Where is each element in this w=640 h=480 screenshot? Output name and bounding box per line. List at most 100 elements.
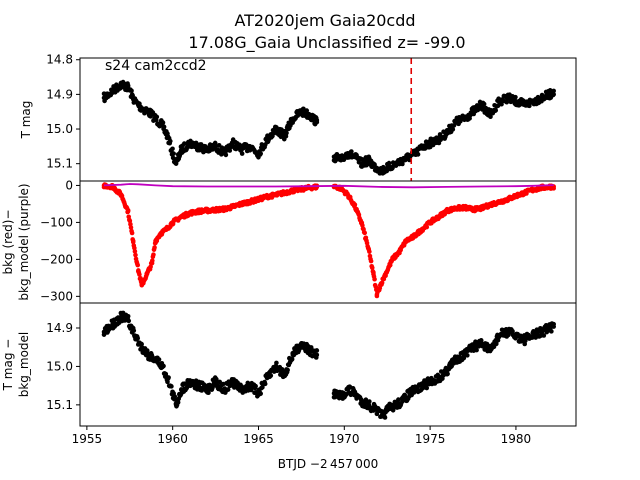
- chart-title-line2: 17.08G_Gaia Unclassified z= -99.0: [188, 33, 465, 53]
- scatter-point: [314, 348, 320, 353]
- panel-top: 14.8 14.9 15.0 15.1 T mag s24 cam2ccd2: [19, 53, 577, 182]
- scatter-point: [253, 383, 258, 389]
- scatter-point: [551, 186, 556, 191]
- scatter-point: [133, 252, 138, 258]
- scatter-point: [367, 249, 372, 254]
- scatter-point: [372, 162, 377, 167]
- scatter-point: [171, 151, 176, 156]
- data-segment-2: [331, 88, 556, 176]
- scatter-point: [160, 120, 166, 125]
- y-axis-label: bkg (red)−: [1, 209, 15, 274]
- scatter-point: [386, 160, 392, 166]
- scatter-point: [131, 328, 137, 333]
- scatter-point: [170, 146, 175, 152]
- panels: 14.8 14.9 15.0 15.1 T mag s24 cam2ccd2 0 −100 −2…: [1, 53, 577, 446]
- scatter-point: [349, 149, 354, 154]
- y-tick-label: −200: [40, 252, 73, 266]
- y-tick-label: −100: [40, 215, 73, 229]
- scatter-point: [445, 371, 450, 377]
- scatter-point: [379, 280, 385, 286]
- scatter-point: [129, 88, 134, 94]
- panel-plot-area: [101, 182, 556, 299]
- y-tick-label: 0: [65, 178, 73, 192]
- scatter-point: [212, 140, 218, 146]
- scatter-point: [387, 262, 393, 268]
- scatter-point: [125, 83, 131, 89]
- scatter-point: [313, 355, 319, 360]
- panel-bottom: 14.9 15.0 15.1 1955 1960 1965 1970 1975 1980 T ma…: [1, 302, 577, 446]
- scatter-point: [364, 162, 369, 168]
- scatter-point: [356, 159, 362, 165]
- y-tick-label: 15.1: [46, 398, 73, 412]
- scatter-point: [415, 152, 421, 157]
- scatter-point: [284, 130, 289, 136]
- scatter-point: [424, 385, 430, 391]
- scatter-point: [372, 276, 377, 282]
- scatter-point: [258, 391, 263, 396]
- scatter-point: [551, 92, 556, 97]
- y-axis-label: bkg_model: [17, 332, 31, 398]
- scatter-point: [362, 230, 368, 236]
- x-axis-label: BTJD −2 457 000: [278, 457, 378, 471]
- scatter-point: [135, 336, 141, 341]
- scatter-point: [481, 101, 487, 107]
- scatter-point: [137, 272, 142, 277]
- panel-annotation: s24 cam2ccd2: [105, 58, 207, 74]
- panel-plot-area: [101, 310, 556, 420]
- scatter-point: [223, 152, 229, 158]
- scatter-point: [130, 239, 136, 245]
- y-axis-label: T mag −: [1, 339, 15, 392]
- scatter-point: [125, 208, 131, 213]
- scatter-point: [384, 168, 390, 174]
- y-tick-label: 14.9: [46, 321, 73, 335]
- scatter-point: [398, 400, 404, 406]
- scatter-point: [440, 376, 445, 381]
- scatter-point: [239, 151, 245, 156]
- scatter-point: [139, 341, 144, 347]
- scatter-point: [488, 114, 493, 120]
- y-tick-label: 15.0: [46, 122, 73, 136]
- scatter-point: [371, 270, 376, 275]
- scatter-point: [154, 114, 160, 120]
- scatter-point: [127, 218, 133, 224]
- scatter-point: [148, 264, 153, 270]
- scatter-point: [169, 384, 174, 389]
- scatter-point: [478, 338, 484, 343]
- scatter-point: [367, 399, 372, 404]
- scatter-point: [424, 224, 430, 230]
- scatter-point: [374, 293, 380, 299]
- scatter-point: [465, 353, 470, 358]
- scatter-point: [499, 101, 504, 107]
- scatter-point: [314, 117, 320, 123]
- scatter-point: [274, 360, 279, 366]
- scatter-point: [132, 249, 138, 254]
- data-segment-2: [331, 321, 556, 420]
- scatter-point: [312, 121, 318, 127]
- scatter-point: [156, 357, 162, 362]
- scatter-point: [369, 265, 375, 271]
- scatter-point: [285, 367, 290, 373]
- y-tick-label: 15.0: [46, 359, 73, 373]
- y-axis-label: bkg_model (purple): [17, 183, 31, 300]
- y-tick-label: −300: [40, 289, 73, 303]
- scatter-point: [227, 148, 233, 153]
- scatter-point: [396, 397, 401, 402]
- x-tick-label: 1955: [72, 432, 103, 446]
- panel-frame: [79, 302, 577, 427]
- scatter-point: [126, 318, 132, 324]
- scatter-point: [219, 152, 224, 157]
- scatter-point: [451, 123, 457, 128]
- scatter-point: [541, 333, 547, 338]
- scatter-point: [390, 407, 396, 413]
- scatter-point: [175, 400, 181, 405]
- scatter-point: [262, 381, 268, 387]
- scatter-point: [513, 94, 518, 100]
- data-segment-1: [101, 79, 320, 166]
- panel-middle: 0 −100 −200 −300 bkg (red)− bkg_model (purple…: [1, 178, 577, 304]
- x-tick-label: 1965: [243, 432, 274, 446]
- scatter-point: [166, 375, 171, 380]
- scatter-point: [493, 108, 499, 113]
- scatter-point: [485, 348, 490, 354]
- scatter-point: [152, 245, 157, 250]
